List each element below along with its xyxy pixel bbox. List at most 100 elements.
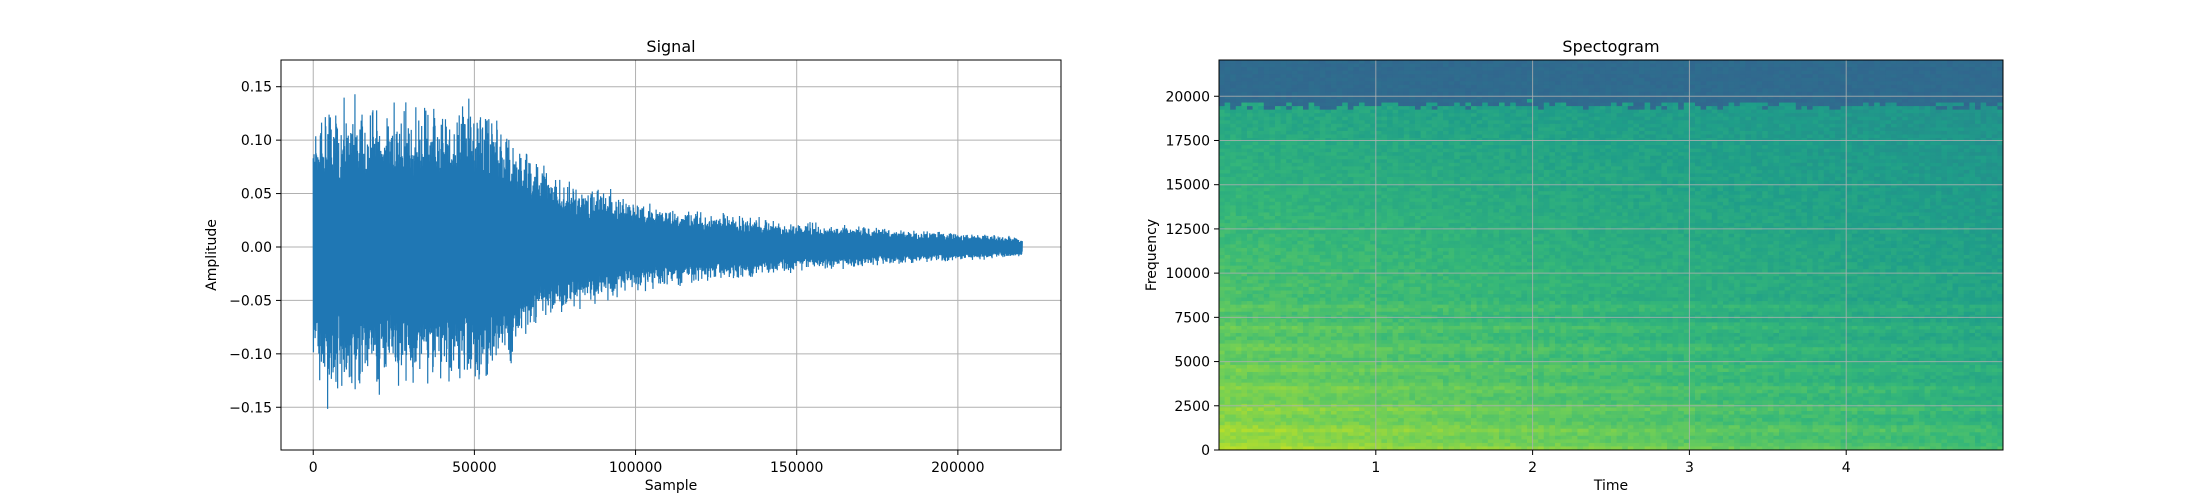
spectrogram-cell <box>1375 102 1382 107</box>
spectrogram-cell <box>1247 269 1254 274</box>
spectrogram-cell <box>1275 379 1282 384</box>
spectrogram-cell <box>1353 219 1360 224</box>
spectrogram-cell <box>1420 421 1427 426</box>
spectrogram-cell <box>1303 223 1310 228</box>
spectrogram-cell <box>1303 159 1310 164</box>
spectrogram-cell <box>1241 297 1248 302</box>
spectrogram-cell <box>1347 347 1354 352</box>
spectrogram-cell <box>1409 343 1416 348</box>
spectrogram-cell <box>1353 279 1360 284</box>
spectrogram-cell <box>1426 191 1433 196</box>
spectrogram-cell <box>1426 396 1433 401</box>
spectrogram-cell <box>1336 361 1343 366</box>
spectrogram-cell <box>1303 166 1310 171</box>
spectrogram-cell <box>1263 269 1270 274</box>
spectrogram-cell <box>1437 255 1444 260</box>
spectrogram-cell <box>1426 322 1433 327</box>
spectrogram-cell <box>1448 244 1455 249</box>
spectrogram-cell <box>1398 145 1405 150</box>
spectrogram-cell <box>1308 286 1315 292</box>
spectrogram-cell <box>1392 74 1399 79</box>
spectrogram-cell <box>1437 386 1444 391</box>
spectrogram-cell <box>1364 329 1371 334</box>
spectrogram-cell <box>1426 386 1433 391</box>
spectrogram-cell <box>1258 116 1265 121</box>
spectrogram-cell <box>1364 439 1371 444</box>
spectrogram-cell <box>1230 77 1237 82</box>
spectrogram-cell <box>1291 347 1298 352</box>
spectrogram-cell <box>1235 123 1242 128</box>
spectrogram-cell <box>1426 113 1433 118</box>
spectrogram-cell <box>1325 233 1332 238</box>
spectrogram-cell <box>1235 148 1242 153</box>
spectrogram-cell <box>1448 411 1455 416</box>
spectrogram-cell <box>1331 244 1338 249</box>
spectrogram-cell <box>1280 91 1287 97</box>
spectrogram-cell <box>1308 269 1315 274</box>
spectrogram-cell <box>1398 152 1405 157</box>
spectrogram-cell <box>1308 184 1315 189</box>
spectrogram-cell <box>1415 382 1422 387</box>
spectrogram-cell <box>1269 152 1276 157</box>
spectrogram-cell <box>1459 265 1466 270</box>
spectrogram-cell <box>1297 428 1304 433</box>
spectrogram-cell <box>1459 411 1466 416</box>
spectrogram-cell <box>1308 191 1315 196</box>
spectrogram-cell <box>1314 340 1321 345</box>
spectrogram-cell <box>1443 311 1450 316</box>
spectrogram-cell <box>1319 187 1326 192</box>
spectrogram-cell <box>1420 67 1427 72</box>
spectrogram-cell <box>1269 113 1276 118</box>
spectrogram-cell <box>1247 201 1254 206</box>
spectrogram-cell <box>1409 322 1416 327</box>
spectrogram-cell <box>1230 166 1237 171</box>
spectrogram-cell <box>1415 311 1422 316</box>
spectrogram-cell <box>1235 308 1242 313</box>
spectrogram-cell <box>1336 301 1343 306</box>
spectrogram-cell <box>1431 442 1438 448</box>
spectrogram-cell <box>1415 364 1422 370</box>
spectrogram-cell <box>1387 350 1394 355</box>
spectrogram-cell <box>1308 364 1315 370</box>
spectrogram-cell <box>1375 269 1382 274</box>
spectrogram-cell <box>1275 177 1282 182</box>
spectrogram-cell <box>1219 244 1226 249</box>
spectrogram-cell <box>1224 304 1231 309</box>
spectrogram-cell <box>1331 297 1338 302</box>
spectrogram-cell <box>1224 262 1231 267</box>
spectrogram-cell <box>1387 116 1394 121</box>
spectrogram-cell <box>1454 372 1461 377</box>
spectrogram-cell <box>1219 418 1226 423</box>
spectrogram-cell <box>1431 169 1438 175</box>
spectrogram-cell <box>1465 102 1472 107</box>
spectrogram-cell <box>1286 272 1293 277</box>
spectrogram-cell <box>1252 354 1259 359</box>
spectrogram-cell <box>1291 329 1298 334</box>
spectrogram-cell <box>1454 276 1461 281</box>
spectrogram-cell <box>1235 311 1242 316</box>
spectrogram-cell <box>1437 187 1444 192</box>
spectrogram-cell <box>1241 113 1248 118</box>
spectrogram-cell <box>1415 301 1422 306</box>
spectrogram-cell <box>1381 354 1388 359</box>
spectrogram-cell <box>1331 99 1338 104</box>
spectrogram-cell <box>1364 194 1371 199</box>
spectrogram-cell <box>1297 223 1304 228</box>
spectrogram-cell <box>1364 418 1371 423</box>
spectrogram-cell <box>1409 233 1416 238</box>
spectrogram-cell <box>1415 145 1422 150</box>
spectrogram-cell <box>1392 67 1399 72</box>
spectrogram-cell <box>1258 106 1265 111</box>
spectrogram-cell <box>1420 141 1427 146</box>
spectrogram-cell <box>1409 265 1416 270</box>
spectrogram-cell <box>1342 290 1349 295</box>
spectrogram-cell <box>1387 134 1394 139</box>
spectrogram-cell <box>1454 325 1461 331</box>
spectrogram-cell <box>1403 343 1410 348</box>
spectrogram-cell <box>1392 428 1399 433</box>
spectrogram-cell <box>1426 233 1433 238</box>
spectrogram-cell <box>1347 173 1354 178</box>
spectrogram-cell <box>1443 258 1450 263</box>
spectrogram-cell <box>1275 340 1282 345</box>
spectrogram-cell <box>1258 99 1265 104</box>
